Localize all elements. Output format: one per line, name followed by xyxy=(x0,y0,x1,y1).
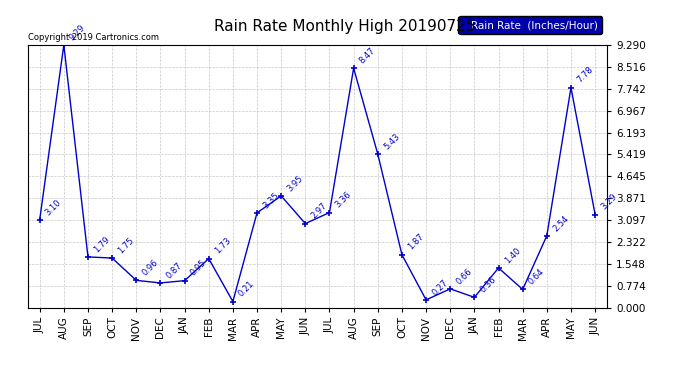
Text: 0.64: 0.64 xyxy=(527,267,546,286)
Text: 1.73: 1.73 xyxy=(213,236,233,256)
Text: 3.35: 3.35 xyxy=(262,190,281,210)
Text: 1.79: 1.79 xyxy=(92,235,112,254)
Text: 0.95: 0.95 xyxy=(189,258,208,278)
Text: 0.87: 0.87 xyxy=(165,261,184,280)
Legend: Rain Rate  (Inches/Hour): Rain Rate (Inches/Hour) xyxy=(458,16,602,34)
Text: 1.75: 1.75 xyxy=(117,236,136,255)
Text: 0.96: 0.96 xyxy=(141,258,160,278)
Text: 3.29: 3.29 xyxy=(600,192,619,212)
Text: 0.36: 0.36 xyxy=(479,275,498,294)
Text: 0.27: 0.27 xyxy=(431,278,450,297)
Text: 0.66: 0.66 xyxy=(455,267,474,286)
Text: 2.97: 2.97 xyxy=(310,201,329,221)
Text: Rain Rate Monthly High 20190725: Rain Rate Monthly High 20190725 xyxy=(215,19,475,34)
Text: Copyright 2019 Cartronics.com: Copyright 2019 Cartronics.com xyxy=(28,33,159,42)
Text: 9.29: 9.29 xyxy=(68,23,88,42)
Text: 2.54: 2.54 xyxy=(551,214,571,233)
Text: 3.10: 3.10 xyxy=(44,198,63,217)
Text: 0.21: 0.21 xyxy=(237,279,257,299)
Text: 1.87: 1.87 xyxy=(406,232,426,252)
Text: 3.36: 3.36 xyxy=(334,190,353,210)
Text: 3.95: 3.95 xyxy=(286,174,305,193)
Text: 5.43: 5.43 xyxy=(382,132,402,151)
Text: 7.78: 7.78 xyxy=(575,65,595,85)
Text: 8.47: 8.47 xyxy=(358,46,377,65)
Text: 1.40: 1.40 xyxy=(503,246,522,265)
